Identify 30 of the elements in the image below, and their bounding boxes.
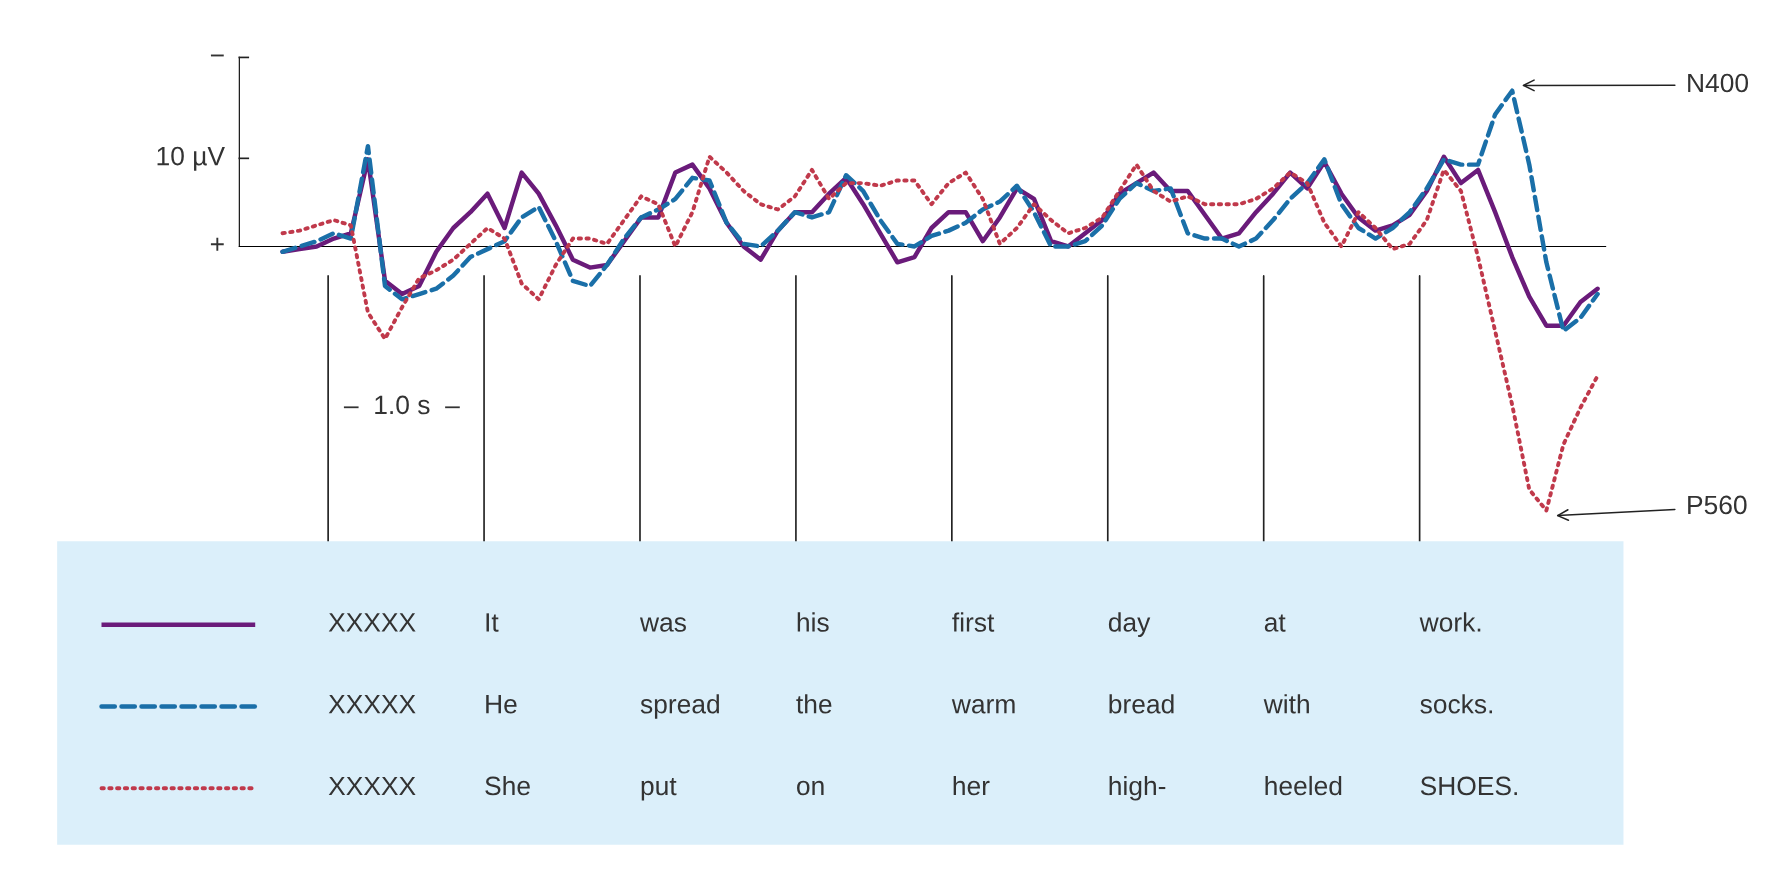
text: bread <box>1109 694 1174 714</box>
text: was <box>639 617 686 632</box>
text: day <box>1108 612 1151 637</box>
text: − <box>210 54 224 57</box>
text: She <box>485 775 530 796</box>
text: He <box>486 695 517 714</box>
text: put <box>641 777 677 801</box>
text: XXXXX <box>328 613 416 632</box>
text: + <box>210 237 224 251</box>
text: XXXXX <box>328 695 416 714</box>
text: 10 µV <box>157 146 225 171</box>
text: his <box>797 612 829 632</box>
text: high- <box>1109 775 1166 801</box>
text: P560 <box>1688 495 1747 515</box>
text: her <box>953 775 990 796</box>
text: the <box>796 694 832 714</box>
text: It <box>486 613 499 632</box>
text: at <box>1264 614 1286 632</box>
text: on <box>797 780 824 796</box>
text: XXXXX <box>328 776 416 796</box>
text: work. <box>1419 612 1481 632</box>
text: warm <box>951 699 1015 714</box>
text: SHOES. <box>1420 776 1517 796</box>
text: heeled <box>1265 775 1342 796</box>
text: N400 <box>1688 73 1749 93</box>
text: first <box>952 612 995 632</box>
text: socks. <box>1420 694 1493 714</box>
text: with <box>1263 694 1309 714</box>
annotation: – 1.0 s – <box>343 395 460 415</box>
text: spread <box>640 694 719 719</box>
